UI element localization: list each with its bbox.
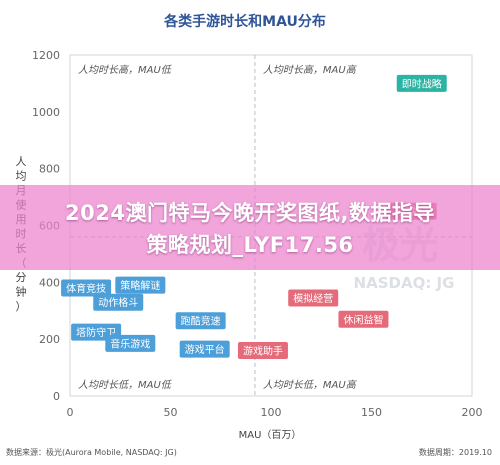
data-point-label: 模拟经营 <box>293 292 333 305</box>
y-label-char: 钟 <box>16 285 27 299</box>
data-point-marker <box>105 334 156 352</box>
footer-date: 数据周期：2019.10 <box>418 448 492 457</box>
y-tick-label: 1000 <box>32 106 60 119</box>
y-label-char: 分 <box>16 271 27 284</box>
x-tick-label: 100 <box>261 406 282 419</box>
overlay-line-2: 策略规划_LYF17.56 <box>146 233 354 257</box>
x-tick-label: 200 <box>462 406 483 419</box>
quadrant-label: 人均时长低，MAU高 <box>263 379 358 391</box>
chart-title: 各类手游时长和MAU分布 <box>163 13 326 30</box>
quadrant-label: 人均时长低，MAU低 <box>78 379 173 391</box>
data-point-label: 体育竞技 <box>66 282 106 295</box>
data-point-marker <box>237 342 288 360</box>
y-label-char: 均 <box>16 170 27 183</box>
footer-source: 数据来源：极光(Aurora Mobile, NASDAQ: JG) <box>6 448 177 457</box>
data-point-label: 游戏助手 <box>243 345 283 358</box>
data-point-label: 游戏平台 <box>185 343 225 356</box>
plot-area: 020040060080010001200050100150200人均时长高，M… <box>32 49 483 419</box>
data-point-marker <box>61 279 112 297</box>
data-point-label: 音乐游戏 <box>110 337 150 350</box>
data-point-label: 即时战略 <box>402 77 442 90</box>
y-tick-label: 1200 <box>32 49 60 62</box>
promo-overlay-banner: 2024澳门特马今晚开奖图纸,数据指导 策略规划_LYF17.56 <box>0 185 500 270</box>
watermark-brand-en: NASDAQ: JG <box>354 274 455 292</box>
quadrant-label: 人均时长高，MAU低 <box>78 64 173 76</box>
data-point-label: 跑酷竞速 <box>181 315 221 328</box>
axis-x-label: MAU（百万） <box>239 429 302 441</box>
data-point-marker <box>396 74 447 92</box>
x-tick-label: 50 <box>164 406 178 419</box>
y-tick-label: 200 <box>39 333 60 346</box>
y-label-char: 人 <box>16 155 27 168</box>
overlay-line-1: 2024澳门特马今晚开奖图纸,数据指导 <box>65 201 435 225</box>
data-point-label: 策略解谜 <box>120 279 160 292</box>
y-label-char: ） <box>16 300 27 313</box>
x-tick-label: 0 <box>67 406 74 419</box>
data-point-marker <box>288 289 339 307</box>
data-point-marker <box>175 312 226 330</box>
data-point-label: 动作格斗 <box>98 296 138 309</box>
y-tick-label: 800 <box>39 163 60 176</box>
data-point-label: 休闲益智 <box>343 313 383 326</box>
data-point-marker <box>338 310 389 328</box>
y-tick-label: 400 <box>39 276 60 289</box>
y-tick-label: 0 <box>53 390 60 403</box>
quadrant-label: 人均时长高，MAU高 <box>263 64 358 76</box>
data-point-marker <box>115 276 166 294</box>
data-point-marker <box>179 340 230 358</box>
x-tick-label: 150 <box>361 406 382 419</box>
data-point-marker <box>93 293 144 311</box>
